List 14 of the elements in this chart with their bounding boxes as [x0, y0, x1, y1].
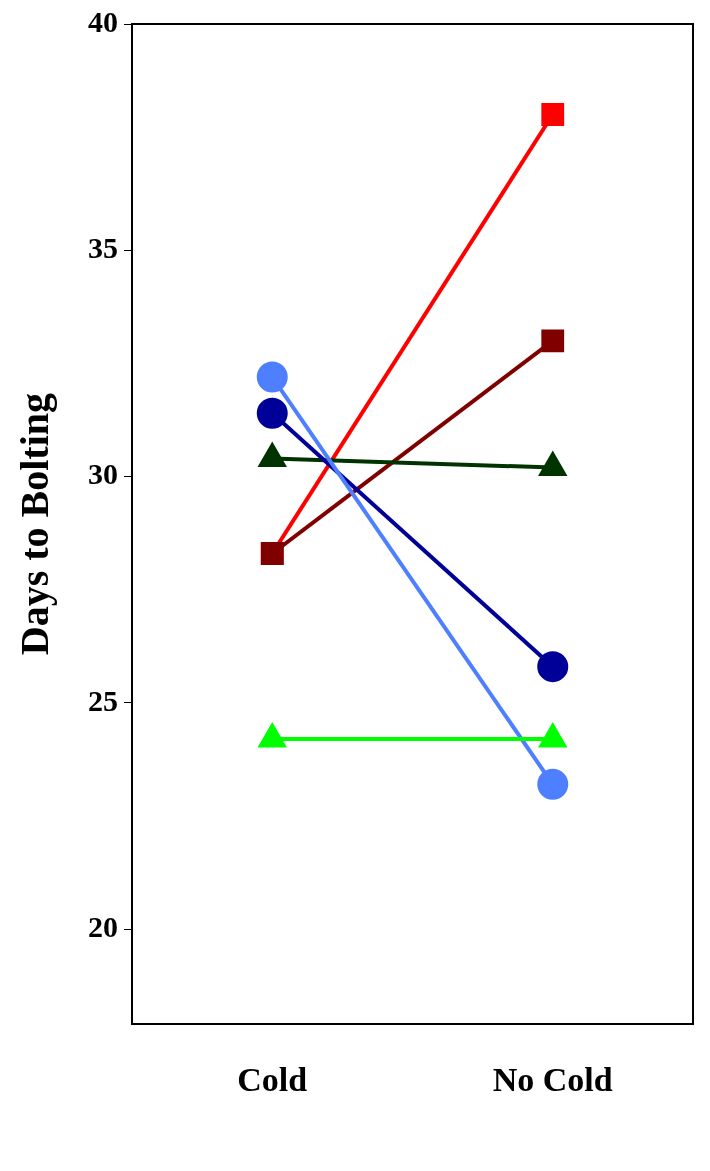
y-tick-label: 30: [88, 457, 118, 491]
point: [541, 329, 565, 353]
x-tick-label: Cold: [237, 1061, 308, 1099]
y-tick-label: 20: [88, 909, 118, 943]
y-axis-title: Days to Bolting: [12, 392, 58, 656]
y-tick-label: 25: [88, 683, 118, 717]
point: [537, 651, 569, 683]
y-tick-label: 35: [88, 231, 118, 265]
y-tick-label: 40: [88, 4, 118, 38]
point: [256, 397, 288, 429]
point: [541, 103, 565, 126]
point: [256, 361, 288, 393]
point: [537, 768, 569, 800]
x-tick-label: No Cold: [492, 1061, 613, 1099]
